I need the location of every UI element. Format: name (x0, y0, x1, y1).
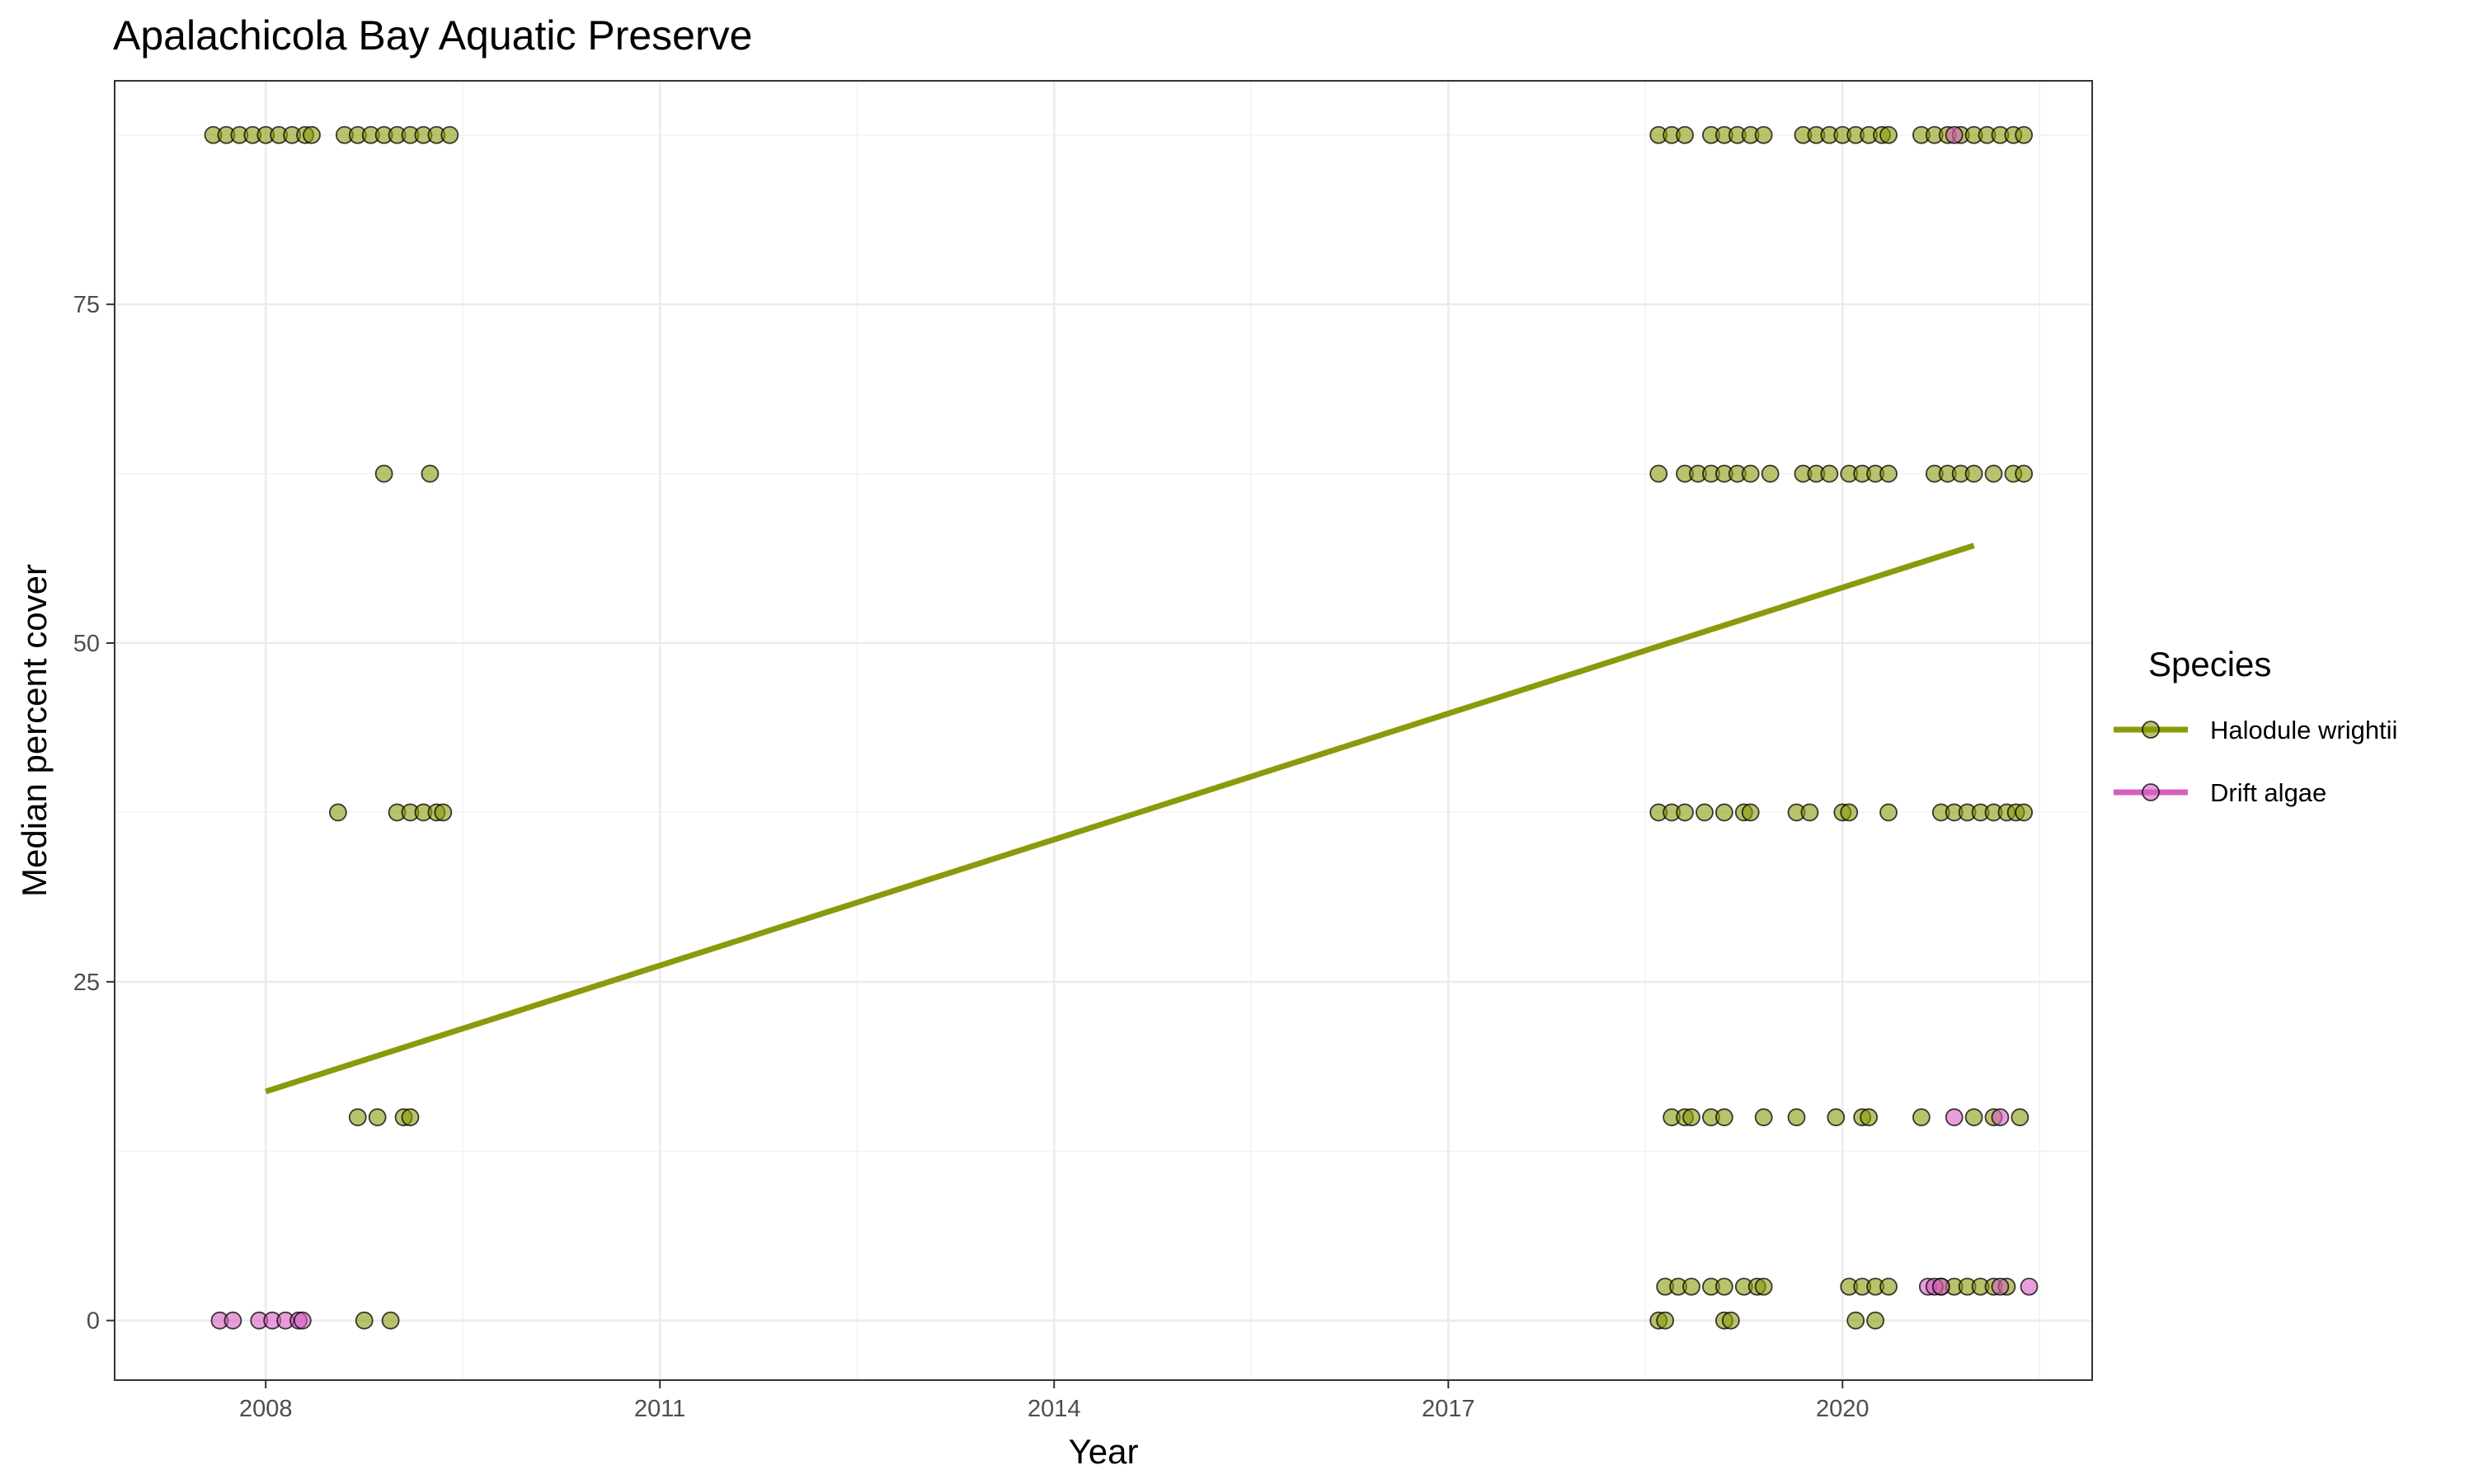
x-axis: 2008 2011 2014 2017 2020 (239, 1380, 1870, 1422)
data-point (1696, 803, 1714, 822)
data-point (434, 803, 453, 822)
data-point (1714, 1108, 1733, 1127)
data-point (1984, 464, 2003, 483)
data-point (1840, 803, 1859, 822)
data-point (1866, 1311, 1884, 1330)
trend-lines (265, 542, 1975, 1095)
data-point (1912, 1108, 1931, 1127)
data-point (293, 1311, 312, 1330)
data-point (1964, 464, 1983, 483)
trend-line (265, 542, 1975, 1095)
data-point (1879, 803, 1898, 822)
x-tick-label: 2017 (1422, 1396, 1475, 1422)
data-point (1656, 1311, 1675, 1330)
major-gridlines (115, 81, 2092, 1380)
y-tick-label: 50 (73, 631, 100, 657)
data-point (303, 125, 321, 144)
data-point (223, 1311, 242, 1330)
data-point (1991, 1277, 2010, 1296)
data-point (1761, 464, 1780, 483)
data-point (348, 1108, 367, 1127)
data-point (440, 125, 459, 144)
data-points (204, 125, 2039, 1330)
data-point (368, 1108, 387, 1127)
y-tick-label: 25 (73, 970, 100, 996)
data-point (1846, 1311, 1865, 1330)
data-point (1879, 464, 1898, 483)
data-point (2011, 1108, 2030, 1127)
data-point (1682, 1108, 1700, 1127)
data-point (1649, 464, 1668, 483)
data-point (2015, 464, 2034, 483)
data-point (1741, 803, 1760, 822)
data-point (355, 1311, 374, 1330)
data-point (1754, 125, 1773, 144)
y-tick-label: 75 (73, 292, 100, 318)
data-point (1714, 803, 1733, 822)
data-point (1879, 1277, 1898, 1296)
data-point (401, 1108, 420, 1127)
x-tick-label: 2014 (1028, 1396, 1081, 1422)
legend: Species Halodule wrightii Drift algae (2114, 645, 2397, 807)
legend-label: Drift algae (2210, 778, 2326, 807)
data-point (328, 803, 347, 822)
data-point (1800, 803, 1819, 822)
x-tick-label: 2008 (239, 1396, 293, 1422)
legend-key-point (2142, 721, 2160, 739)
data-point (1682, 1277, 1700, 1296)
data-point (1714, 1277, 1733, 1296)
data-point (1879, 125, 1898, 144)
data-point (421, 464, 440, 483)
data-point (374, 464, 393, 483)
data-point (381, 1311, 400, 1330)
x-tick-label: 2020 (1816, 1396, 1870, 1422)
data-point (1931, 1277, 1950, 1296)
y-axis: 0 25 50 75 (73, 292, 115, 1335)
data-point (1945, 1108, 1964, 1127)
data-point (1754, 1108, 1773, 1127)
data-point (1754, 1277, 1773, 1296)
legend-label: Halodule wrightii (2210, 716, 2397, 744)
data-point (1991, 1108, 2010, 1127)
data-point (1721, 1311, 1740, 1330)
data-point (1741, 464, 1760, 483)
legend-title: Species (2148, 645, 2271, 683)
data-point (1964, 1108, 1983, 1127)
data-point (1820, 464, 1839, 483)
x-axis-title: Year (1069, 1432, 1139, 1471)
data-point (2015, 125, 2034, 144)
data-point (1676, 125, 1694, 144)
data-point (1860, 1108, 1879, 1127)
plot-panel-border (114, 80, 2093, 1381)
x-tick-label: 2011 (634, 1396, 685, 1422)
y-tick-label: 0 (87, 1308, 100, 1335)
data-point (2015, 803, 2034, 822)
data-point (1827, 1108, 1846, 1127)
legend-key-point (2142, 783, 2160, 801)
y-axis-title: Median percent cover (15, 564, 54, 897)
data-point (1787, 1108, 1806, 1127)
data-point (1676, 803, 1694, 822)
data-point (2020, 1277, 2039, 1296)
data-point (1945, 125, 1964, 144)
chart-title: Apalachicola Bay Aquatic Preserve (113, 12, 752, 59)
